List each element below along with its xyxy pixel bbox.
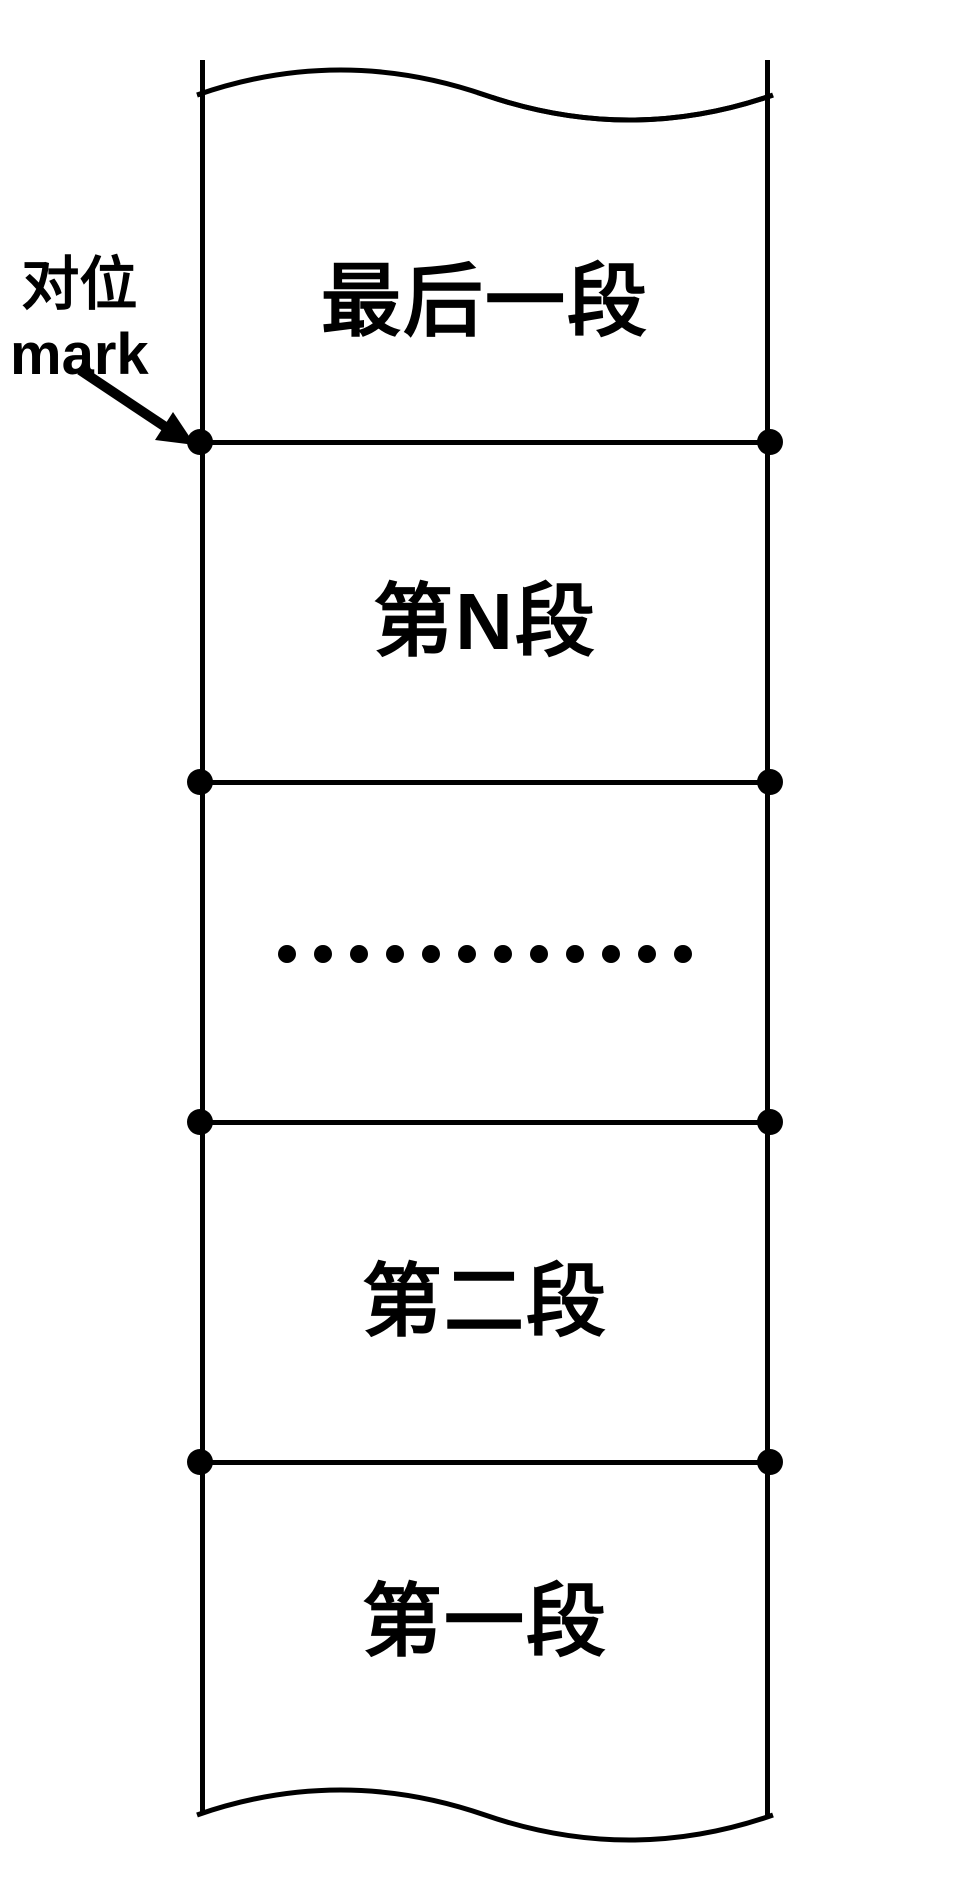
ellipsis-dot	[350, 945, 368, 963]
ellipsis-dot	[386, 945, 404, 963]
segment-1: 第一段	[200, 1470, 770, 1760]
alignment-mark-dot	[757, 769, 783, 795]
alignment-mark-dot	[187, 1449, 213, 1475]
segment-last: 最后一段	[200, 150, 770, 440]
ellipsis-dot	[674, 945, 692, 963]
alignment-mark-dot	[757, 1109, 783, 1135]
segment-label-n: 第N段	[373, 557, 597, 673]
ellipsis-dot	[314, 945, 332, 963]
alignment-mark-dot	[187, 769, 213, 795]
ellipsis-dot	[458, 945, 476, 963]
ellipsis-row	[200, 945, 770, 963]
segment-label-1: 第一段	[362, 1557, 608, 1673]
alignment-mark-dot	[757, 429, 783, 455]
segment-n: 第N段	[200, 450, 770, 780]
annotation-line1: 对位	[10, 250, 149, 320]
segment-ellipsis	[200, 790, 770, 1120]
segment-label-2: 第二段	[362, 1237, 608, 1353]
divider-2	[200, 780, 770, 785]
ellipsis-dot	[278, 945, 296, 963]
ellipsis-dot	[602, 945, 620, 963]
alignment-mark-dot	[187, 1109, 213, 1135]
ellipsis-dot	[422, 945, 440, 963]
wavy-bottom-edge	[195, 1775, 775, 1855]
divider-4	[200, 1460, 770, 1465]
alignment-mark-dot	[757, 1449, 783, 1475]
divider-3	[200, 1120, 770, 1125]
divider-1	[200, 440, 770, 445]
ellipsis-dot	[638, 945, 656, 963]
segment-label-last: 最后一段	[321, 237, 649, 353]
segmented-column-diagram: 最后一段 第N段 第二段 第一段	[200, 60, 770, 1850]
ellipsis-dot	[566, 945, 584, 963]
ellipsis-dot	[494, 945, 512, 963]
annotation-arrow	[60, 350, 220, 460]
segment-2: 第二段	[200, 1130, 770, 1460]
ellipsis-dot	[530, 945, 548, 963]
